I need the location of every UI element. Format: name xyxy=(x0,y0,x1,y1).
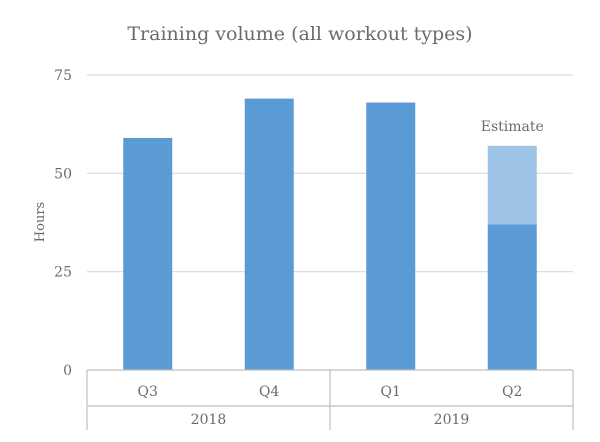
y-tick-0: 0 xyxy=(63,363,72,379)
chart-title: Training volume (all workout types) xyxy=(127,23,472,45)
category-labels: Q3 Q4 Q1 Q2 xyxy=(138,384,523,400)
y-tick-25: 25 xyxy=(54,265,72,281)
bars xyxy=(123,98,537,371)
bar-Q4 xyxy=(244,98,294,370)
bar-estimate-Q2 xyxy=(487,145,537,225)
category-label-Q2: Q2 xyxy=(502,384,522,400)
group-label-2019: 2019 xyxy=(434,412,470,428)
y-tick-50: 50 xyxy=(54,166,72,182)
y-axis-label: Hours xyxy=(33,202,48,242)
bar-Q1 xyxy=(366,102,416,371)
estimate-annotation: Estimate xyxy=(481,119,544,135)
category-label-Q1: Q1 xyxy=(381,384,401,400)
group-label-2018: 2018 xyxy=(191,412,227,428)
bar-Q2 xyxy=(487,224,537,370)
y-tick-75: 75 xyxy=(54,68,72,84)
y-tick-labels: 0 25 50 75 xyxy=(54,68,72,379)
bar-Q3 xyxy=(123,137,173,370)
group-labels: 2018 2019 xyxy=(191,412,470,428)
category-label-Q3: Q3 xyxy=(138,384,158,400)
x-axis xyxy=(86,369,574,430)
category-label-Q4: Q4 xyxy=(259,384,279,400)
